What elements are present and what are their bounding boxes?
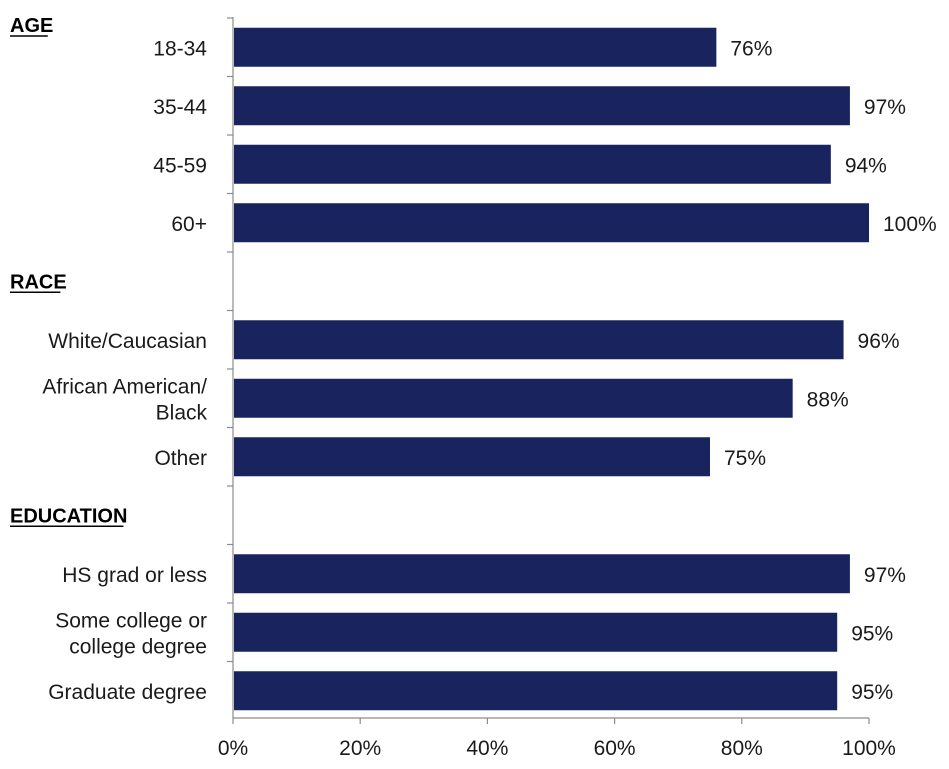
data-label: 97% [864,564,906,587]
data-label: 95% [851,622,893,645]
category-label: Some college or [55,609,207,632]
x-tick-label: 20% [339,737,381,760]
bar-race-0 [234,320,844,360]
group-label-race: RACE [10,271,67,293]
category-label: Other [154,447,207,470]
bar-age-1 [234,86,850,126]
bar-education-1 [234,612,838,652]
category-label: White/Caucasian [48,330,207,353]
x-tick-label: 40% [466,737,508,760]
category-label: HS grad or less [62,564,207,587]
bar-race-2 [234,437,710,477]
data-label: 88% [807,388,849,411]
category-label: 45-59 [153,154,207,177]
group-label-age: AGE [10,15,53,37]
x-tick-label: 0% [218,737,248,760]
category-label: 60+ [171,213,207,236]
data-label: 76% [730,37,772,60]
data-label: 95% [851,681,893,704]
group-label-education: EDUCATION [10,505,127,527]
bar-age-2 [234,144,831,184]
x-tick-label: 80% [721,737,763,760]
data-label: 94% [845,154,887,177]
category-label: Black [156,401,208,424]
bar-age-0 [234,27,717,67]
x-tick-label: 100% [842,737,896,760]
category-label: 18-34 [153,37,207,60]
bar-education-0 [234,554,850,594]
category-label: college degree [69,635,207,658]
data-label: 75% [724,447,766,470]
bar-education-2 [234,671,838,711]
category-label: Graduate degree [48,681,207,704]
x-tick-label: 60% [594,737,636,760]
bar-age-3 [234,203,869,243]
data-label: 97% [864,96,906,119]
data-label: 100% [883,213,937,236]
data-label: 96% [858,330,900,353]
category-label: 35-44 [153,96,207,119]
bar-race-1 [234,378,793,418]
category-label: African American/ [42,375,207,398]
